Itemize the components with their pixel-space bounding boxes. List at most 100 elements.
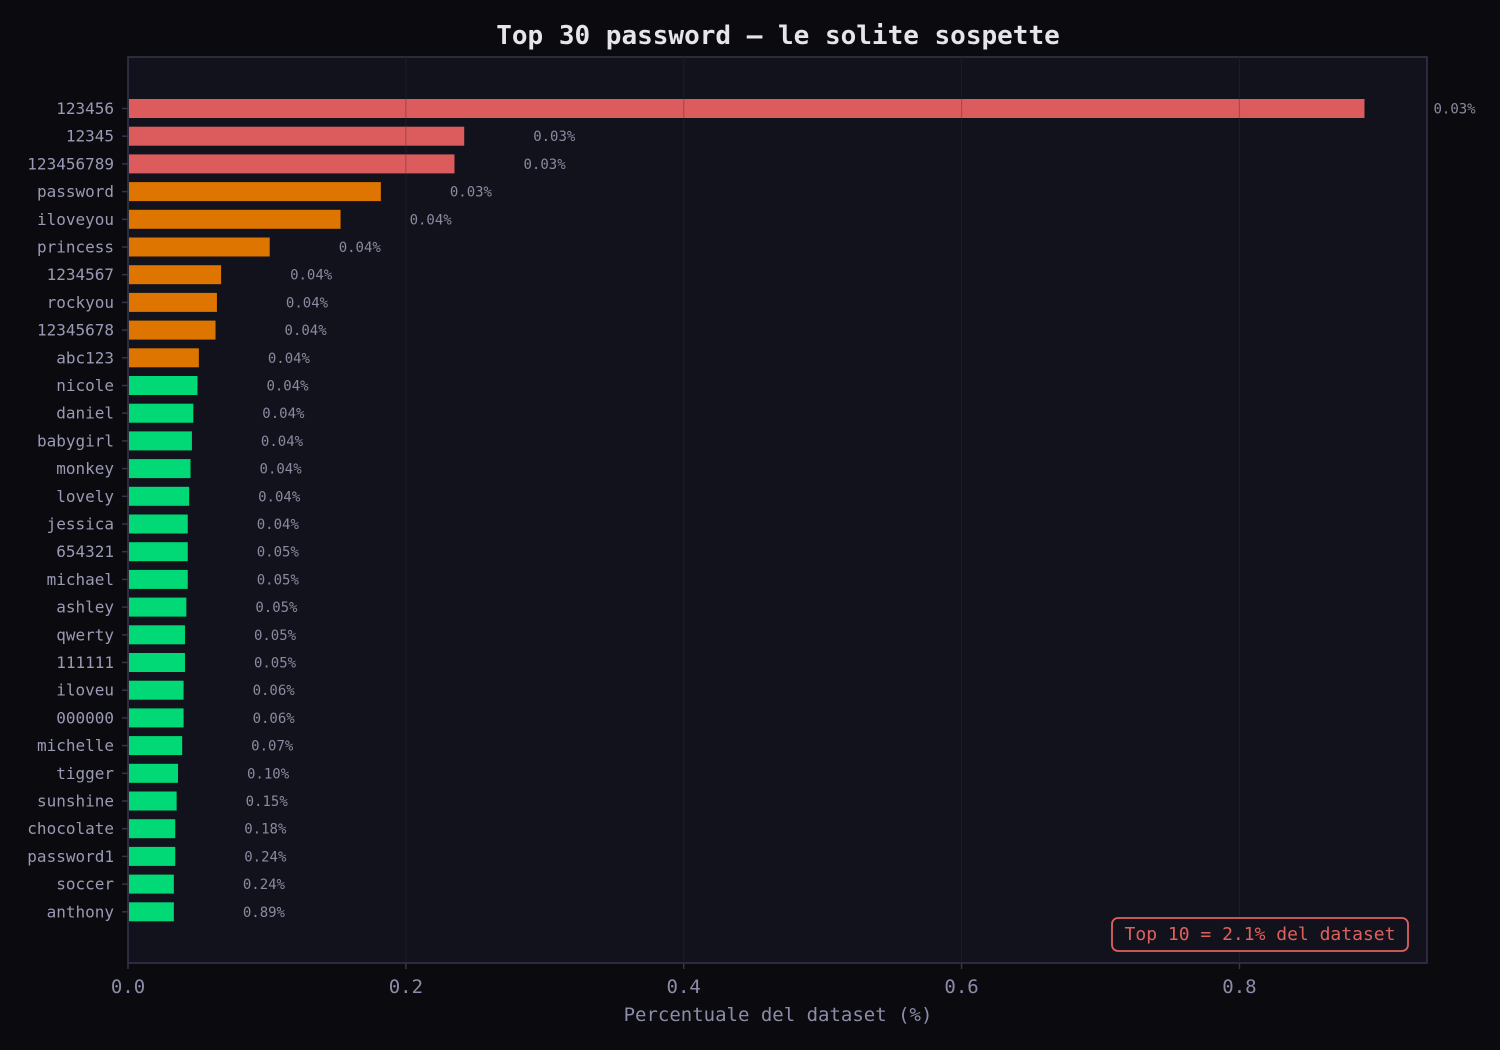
category-label: 12345 <box>66 127 114 146</box>
x-axis-ticks: 0.0 0.2 0.4 0.6 0.8 <box>111 963 1257 998</box>
category-label: chocolate <box>27 819 114 838</box>
value-label: 0.04% <box>339 240 382 256</box>
bar <box>129 126 465 146</box>
category-label: ashley <box>56 598 114 617</box>
bar <box>129 486 190 506</box>
bar <box>129 376 198 395</box>
x-tick-label: 0.8 <box>1222 976 1256 998</box>
bar <box>129 846 176 866</box>
value-label: 0.24% <box>243 877 286 893</box>
category-label: 12345678 <box>37 321 114 340</box>
bar <box>129 902 174 922</box>
value-label: 0.24% <box>244 849 287 865</box>
bar <box>129 653 185 672</box>
value-label: 0.05% <box>257 545 300 561</box>
plot-area <box>127 56 1428 964</box>
value-label: 0.04% <box>262 406 305 422</box>
value-label: 0.03% <box>450 185 493 201</box>
x-tick-label: 0.0 <box>111 976 145 998</box>
value-label: 0.89% <box>243 905 286 921</box>
x-tick-label: 0.4 <box>667 976 701 998</box>
category-label: jessica <box>47 515 114 534</box>
category-label: sunshine <box>37 792 114 811</box>
category-label: iloveu <box>56 681 114 700</box>
value-label: 0.04% <box>286 295 329 311</box>
bar <box>129 265 222 285</box>
bar <box>129 680 184 700</box>
category-label: anthony <box>47 902 115 921</box>
category-label: monkey <box>56 459 114 478</box>
category-label: daniel <box>56 404 114 423</box>
value-label: 0.04% <box>260 462 303 478</box>
bar <box>129 708 184 728</box>
bars <box>129 99 1365 922</box>
value-label: 0.04% <box>266 379 309 395</box>
value-label: 0.04% <box>285 323 328 339</box>
gridlines <box>405 57 1240 963</box>
category-label: 000000 <box>56 708 114 727</box>
bar <box>129 320 216 340</box>
category-label: michael <box>47 570 114 589</box>
x-tick-label: 0.2 <box>389 976 423 998</box>
category-label: 654321 <box>56 542 114 561</box>
value-label: 0.10% <box>247 766 290 782</box>
bar <box>129 625 185 645</box>
value-label: 0.04% <box>257 517 300 533</box>
bar <box>129 209 341 229</box>
bar <box>129 763 179 783</box>
category-label: abc123 <box>56 348 114 367</box>
category-label: tigger <box>56 764 114 783</box>
bar <box>129 182 381 202</box>
category-label: 123456789 <box>27 154 114 173</box>
value-label: 0.04% <box>261 434 304 450</box>
bar <box>129 459 191 479</box>
bar <box>129 819 176 839</box>
value-label: 0.18% <box>244 822 287 838</box>
category-label: password1 <box>27 847 114 866</box>
bar <box>129 542 188 562</box>
value-label: 0.06% <box>253 683 296 699</box>
category-label: rockyou <box>47 293 114 312</box>
bar <box>129 292 217 312</box>
category-label: 111111 <box>56 653 114 672</box>
value-labels: 0.03% 0.03% 0.03% 0.03% 0.04% 0.04% 0.04% 0.04%… <box>243 102 1476 921</box>
value-label: 0.07% <box>251 739 294 755</box>
bar <box>129 569 188 589</box>
category-label: password <box>37 182 114 201</box>
category-label: iloveyou <box>37 210 114 229</box>
bar <box>129 431 192 451</box>
value-label: 0.04% <box>268 351 311 367</box>
category-label: babygirl <box>37 431 114 450</box>
annotation-box: Top 10 = 2.1% del dataset <box>1111 917 1409 952</box>
chart-title: Top 30 password — le solite sospette <box>496 21 1060 51</box>
value-label: 0.03% <box>523 157 566 173</box>
gridlines-over-bars <box>405 99 1241 174</box>
bar <box>129 874 174 894</box>
category-label: nicole <box>56 376 114 395</box>
value-label: 0.05% <box>254 628 297 644</box>
category-label: 123456 <box>56 99 114 118</box>
bar <box>129 791 177 811</box>
category-label: princess <box>37 238 114 257</box>
value-label: 0.06% <box>253 711 296 727</box>
annotation-border <box>1111 917 1409 952</box>
value-label: 0.05% <box>254 656 297 672</box>
x-axis-label: Percentuale del dataset (%) <box>624 1004 933 1026</box>
category-label: qwerty <box>56 625 114 644</box>
bar <box>129 154 455 174</box>
x-tick-label: 0.6 <box>944 976 978 998</box>
bar <box>129 403 194 423</box>
category-label: soccer <box>56 875 114 894</box>
bar <box>129 237 270 257</box>
value-label: 0.03% <box>533 129 576 145</box>
bar <box>129 514 188 534</box>
category-label: lovely <box>56 487 114 506</box>
bar <box>129 348 199 368</box>
value-label: 0.15% <box>246 794 289 810</box>
category-label: 1234567 <box>47 265 114 284</box>
value-label: 0.05% <box>257 572 300 588</box>
bar <box>129 99 1365 118</box>
bar <box>129 736 183 756</box>
value-label: 0.03% <box>1433 102 1476 118</box>
